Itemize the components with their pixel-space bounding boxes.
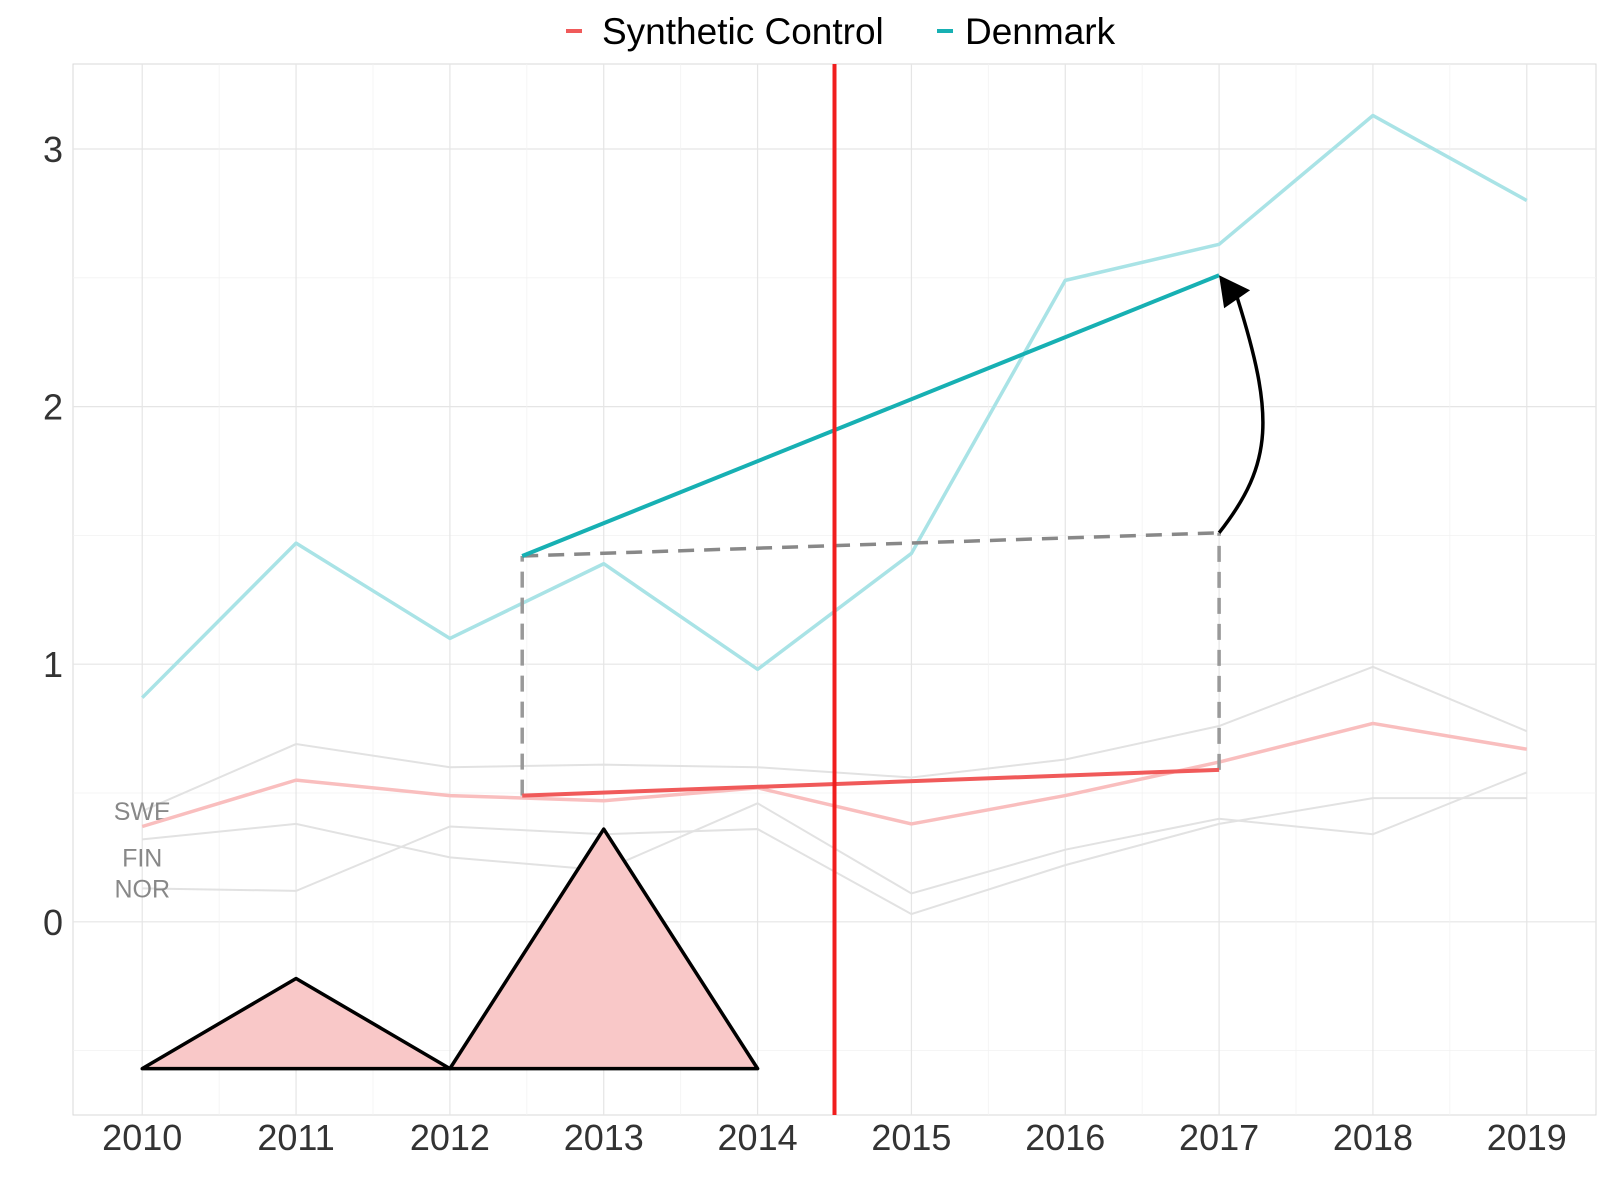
arrow-shaft bbox=[1217, 296, 1265, 534]
legend-label-denmark: Denmark bbox=[965, 11, 1116, 52]
x-tick-label: 2018 bbox=[1333, 1117, 1413, 1158]
x-tick-label: 2012 bbox=[410, 1117, 490, 1158]
y-tick-label: 1 bbox=[43, 644, 63, 685]
synthetic-trend-line bbox=[522, 767, 1220, 798]
y-tick-label: 3 bbox=[43, 129, 63, 170]
weight-triangle-1 bbox=[140, 976, 452, 1071]
y-tick-label: 2 bbox=[43, 387, 63, 428]
donor-label-fin: FIN bbox=[122, 844, 162, 872]
x-tick-label: 2011 bbox=[257, 1117, 334, 1158]
x-tick-label: 2014 bbox=[718, 1117, 798, 1158]
denmark-trend-line bbox=[521, 273, 1220, 558]
donor-label-nor: NOR bbox=[114, 875, 170, 903]
annotations bbox=[520, 64, 1265, 1115]
counterfactual-trend-line bbox=[522, 531, 1220, 558]
legend: Synthetic Control Denmark bbox=[566, 11, 1116, 52]
weight-triangle-2 bbox=[448, 827, 760, 1071]
weight-triangles bbox=[140, 827, 760, 1071]
x-tick-label: 2015 bbox=[871, 1117, 951, 1158]
x-tick-label: 2019 bbox=[1487, 1117, 1567, 1158]
x-axis-ticks: 2010 2011 2012 2013 2014 2015 2016 2017 2018 2019 bbox=[102, 1117, 1567, 1158]
arrow-head bbox=[1219, 275, 1251, 309]
y-axis-ticks: 0 1 2 3 bbox=[43, 129, 63, 943]
x-tick-label: 2013 bbox=[564, 1117, 644, 1158]
legend-label-synthetic-control: Synthetic Control bbox=[602, 11, 884, 52]
y-tick-label: 0 bbox=[43, 902, 63, 943]
grid bbox=[73, 64, 1596, 1115]
x-tick-label: 2010 bbox=[102, 1117, 182, 1158]
x-tick-label: 2017 bbox=[1179, 1117, 1259, 1158]
x-tick-label: 2016 bbox=[1025, 1117, 1105, 1158]
